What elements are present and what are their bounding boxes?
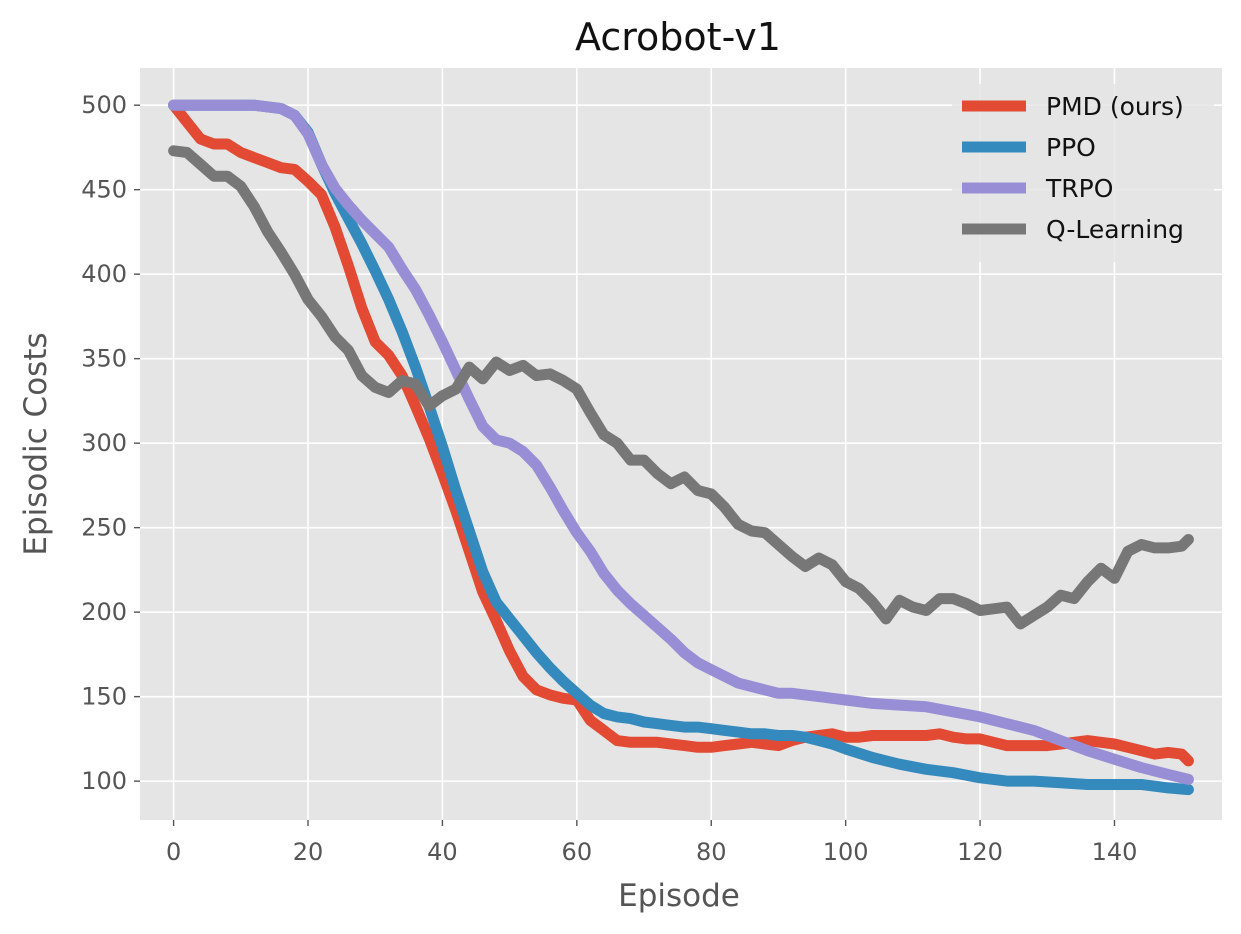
y-tick-label: 200 — [81, 598, 127, 626]
series-line-trpo — [168, 99, 1194, 785]
y-tick-label: 400 — [81, 260, 127, 288]
y-tick-label: 100 — [81, 767, 127, 795]
chart-title: Acrobot-v1 — [575, 15, 781, 59]
y-tick-label: 250 — [81, 514, 127, 542]
legend-label-ppo: PPO — [1046, 133, 1096, 162]
y-axis-ticks: 100 150 200 250 300 350 400 450 500 — [81, 91, 140, 795]
x-tick-label: 20 — [293, 838, 324, 866]
x-tick-label: 120 — [957, 838, 1003, 866]
y-axis-label: Episodic Costs — [18, 332, 54, 555]
x-tick-label: 80 — [696, 838, 727, 866]
series-line-ppo — [168, 99, 1194, 796]
y-tick-label: 500 — [81, 91, 127, 119]
legend: PMD (ours) PPO TRPO Q-Learning — [952, 84, 1214, 262]
y-tick-label: 300 — [81, 429, 127, 457]
legend-label-pmd-ours: PMD (ours) — [1046, 92, 1184, 121]
series-line-pmd-ours — [168, 99, 1194, 767]
x-tick-label: 0 — [166, 838, 181, 866]
x-tick-label: 140 — [1092, 838, 1138, 866]
x-axis-ticks: 0 20 40 60 80 100 120 140 — [166, 820, 1137, 866]
y-tick-label: 150 — [81, 683, 127, 711]
series-lines — [168, 99, 1194, 796]
x-tick-label: 60 — [562, 838, 593, 866]
legend-box — [952, 84, 1214, 262]
x-axis-label: Episode — [618, 878, 740, 914]
legend-label-trpo: TRPO — [1045, 174, 1113, 203]
x-tick-label: 100 — [823, 838, 869, 866]
x-tick-label: 40 — [427, 838, 458, 866]
series-line-q-learning — [168, 145, 1194, 630]
legend-label-q-learning: Q-Learning — [1046, 215, 1184, 244]
y-tick-label: 350 — [81, 345, 127, 373]
y-tick-label: 450 — [81, 176, 127, 204]
